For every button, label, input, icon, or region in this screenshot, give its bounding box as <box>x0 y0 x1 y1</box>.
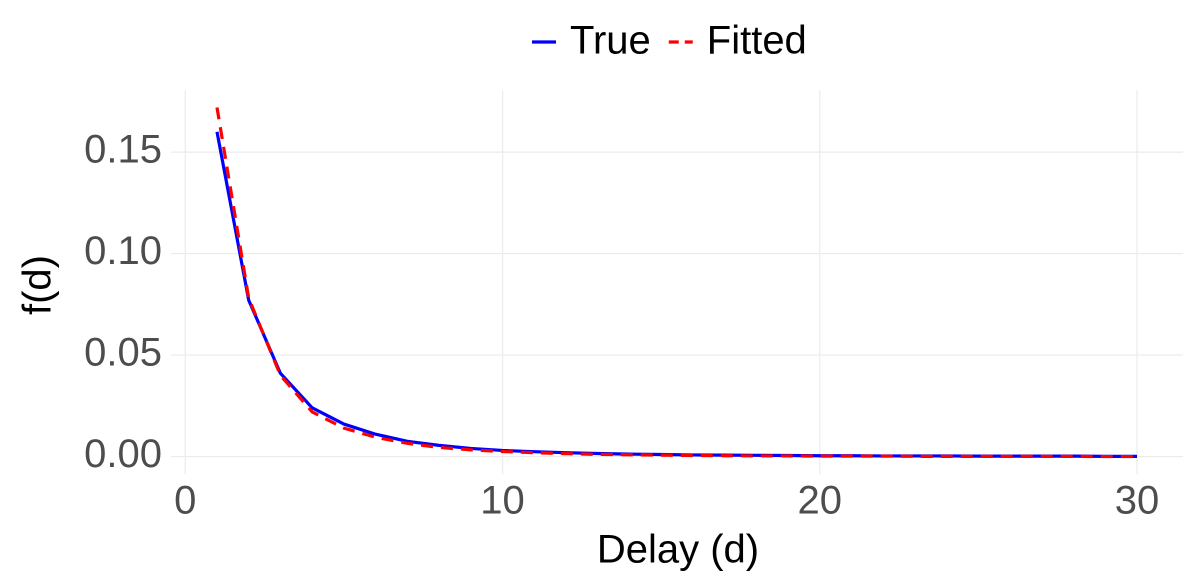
x-tick-label: 20 <box>798 479 843 523</box>
x-tick-label: 10 <box>480 479 525 523</box>
legend-label: Fitted <box>707 19 807 63</box>
y-tick-label: 0.05 <box>84 331 162 375</box>
legend-label: True <box>570 19 651 63</box>
y-axis-title: f(d) <box>16 255 60 315</box>
x-axis-title: Delay (d) <box>597 528 759 572</box>
series-line <box>215 131 1137 458</box>
series-line <box>215 107 1137 459</box>
x-tick-label: 30 <box>1115 479 1160 523</box>
y-tick-label: 0.15 <box>84 128 162 172</box>
y-tick-label: 0.10 <box>84 229 162 273</box>
x-tick-label: 0 <box>174 479 196 523</box>
y-tick-label: 0.00 <box>84 432 162 476</box>
